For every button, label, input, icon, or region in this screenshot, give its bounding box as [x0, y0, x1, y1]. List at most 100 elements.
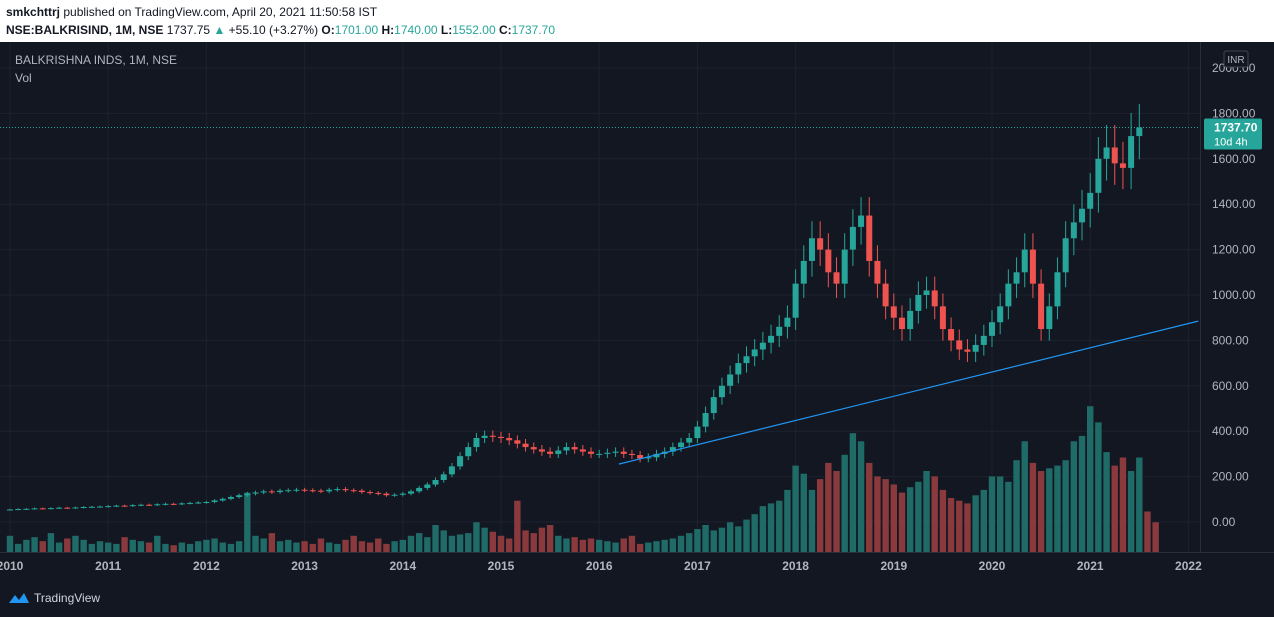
series-title[interactable]: BALKRISHNA INDS, 1M, NSE: [15, 53, 178, 67]
price-tick-label: 1200.00: [1212, 243, 1256, 257]
volume-bar: [702, 525, 709, 552]
open-label: O:: [321, 23, 335, 37]
volume-bar: [1127, 471, 1135, 552]
volume-bar: [154, 535, 161, 552]
volume-bar: [399, 539, 406, 552]
time-tick-label: 2010: [0, 559, 24, 573]
volume-bar: [309, 543, 316, 552]
candle-body: [980, 335, 987, 345]
candle-body: [956, 340, 963, 350]
candle-body: [170, 503, 177, 505]
volume-bar: [424, 537, 431, 552]
candle-body: [522, 443, 529, 448]
volume-bar: [72, 535, 79, 552]
candle-body: [97, 506, 104, 508]
candle-body: [334, 489, 341, 491]
volume-bar: [1021, 441, 1028, 552]
volume-bar: [579, 539, 587, 552]
volume-legend[interactable]: Vol: [15, 71, 32, 85]
volume-bar: [350, 535, 357, 552]
candle-body: [882, 283, 889, 307]
volume-bar: [980, 489, 988, 552]
candle-body: [506, 438, 513, 441]
volume-bar: [252, 535, 259, 552]
candle-body: [137, 504, 144, 506]
volume-bar: [39, 541, 46, 552]
volume-bar: [285, 539, 292, 552]
candle-body: [817, 238, 824, 250]
volume-bar: [996, 476, 1004, 552]
close-value: 1737.70: [511, 23, 556, 37]
volume-bar: [80, 539, 87, 552]
volume-bar: [121, 537, 128, 552]
volume-bar: [538, 527, 546, 552]
volume-bar: [587, 538, 595, 552]
change-up-icon: ▲: [213, 23, 226, 37]
volume-bar: [6, 535, 14, 552]
candle-body: [669, 447, 676, 452]
candle-body: [56, 507, 63, 509]
volume-bar: [1144, 511, 1151, 552]
candle-body: [1119, 163, 1126, 168]
candle-body: [317, 490, 324, 492]
candle-body: [768, 335, 775, 343]
volume-bar: [1054, 465, 1061, 552]
trend-line[interactable]: [618, 320, 1199, 465]
volume-bar: [31, 537, 38, 552]
volume-bar: [1078, 435, 1086, 552]
volume-bar: [669, 538, 677, 552]
volume-bar: [694, 529, 701, 552]
candle-body: [808, 238, 815, 261]
candle-body: [219, 498, 226, 501]
price-chart[interactable]: 2000.001800.001600.001400.001200.001000.…: [0, 42, 1274, 580]
candle-body: [645, 457, 652, 459]
volume-bar: [505, 538, 513, 552]
candle-body: [47, 508, 54, 510]
volume-bar: [1062, 460, 1069, 552]
candle-body: [1079, 208, 1086, 223]
volume-bar: [964, 503, 971, 552]
tradingview-brand[interactable]: TradingView: [34, 591, 101, 605]
candle-body: [694, 426, 701, 439]
volume-bar: [898, 492, 906, 552]
candle-body: [88, 506, 95, 508]
candle-body: [367, 492, 374, 494]
volume-bar: [145, 542, 153, 552]
volume-bar: [636, 543, 644, 552]
currency-badge[interactable]: [1223, 50, 1249, 68]
open-value: 1701.00: [334, 23, 379, 37]
candle-body: [874, 260, 881, 284]
volume-bar: [88, 543, 96, 552]
volume-bar: [906, 487, 914, 552]
volume-bar: [1037, 471, 1045, 552]
volume-bar: [841, 454, 848, 552]
author-name[interactable]: smkchttrj: [6, 5, 61, 19]
candle-body: [80, 507, 87, 509]
candle-body: [800, 260, 807, 284]
candle-body: [465, 447, 472, 457]
candle-body: [1046, 306, 1053, 330]
candle-body: [849, 226, 856, 250]
candle-body: [154, 504, 161, 506]
candle-body: [538, 449, 545, 452]
volume-bar: [988, 476, 996, 552]
currency-label: INR: [1227, 55, 1244, 66]
volume-bar: [686, 533, 693, 552]
volume-bar: [833, 471, 840, 552]
volume-bar: [825, 462, 832, 552]
candle-body: [72, 507, 79, 509]
candle-body: [792, 283, 799, 318]
tradingview-logo-icon[interactable]: [8, 590, 30, 606]
candle-body: [31, 508, 38, 510]
volume-bar: [473, 522, 480, 552]
candle-body: [907, 310, 914, 330]
time-tick-label: 2014: [389, 559, 416, 573]
publish-info: smkchttrj published on TradingView.com, …: [6, 5, 377, 19]
candle-body: [358, 490, 365, 493]
volume-bar: [743, 519, 750, 552]
candle-body: [1070, 222, 1077, 239]
volume-bar: [334, 543, 341, 552]
low-value: 1552.00: [452, 23, 496, 37]
volume-bar: [105, 542, 112, 552]
volume-bar: [325, 542, 333, 552]
